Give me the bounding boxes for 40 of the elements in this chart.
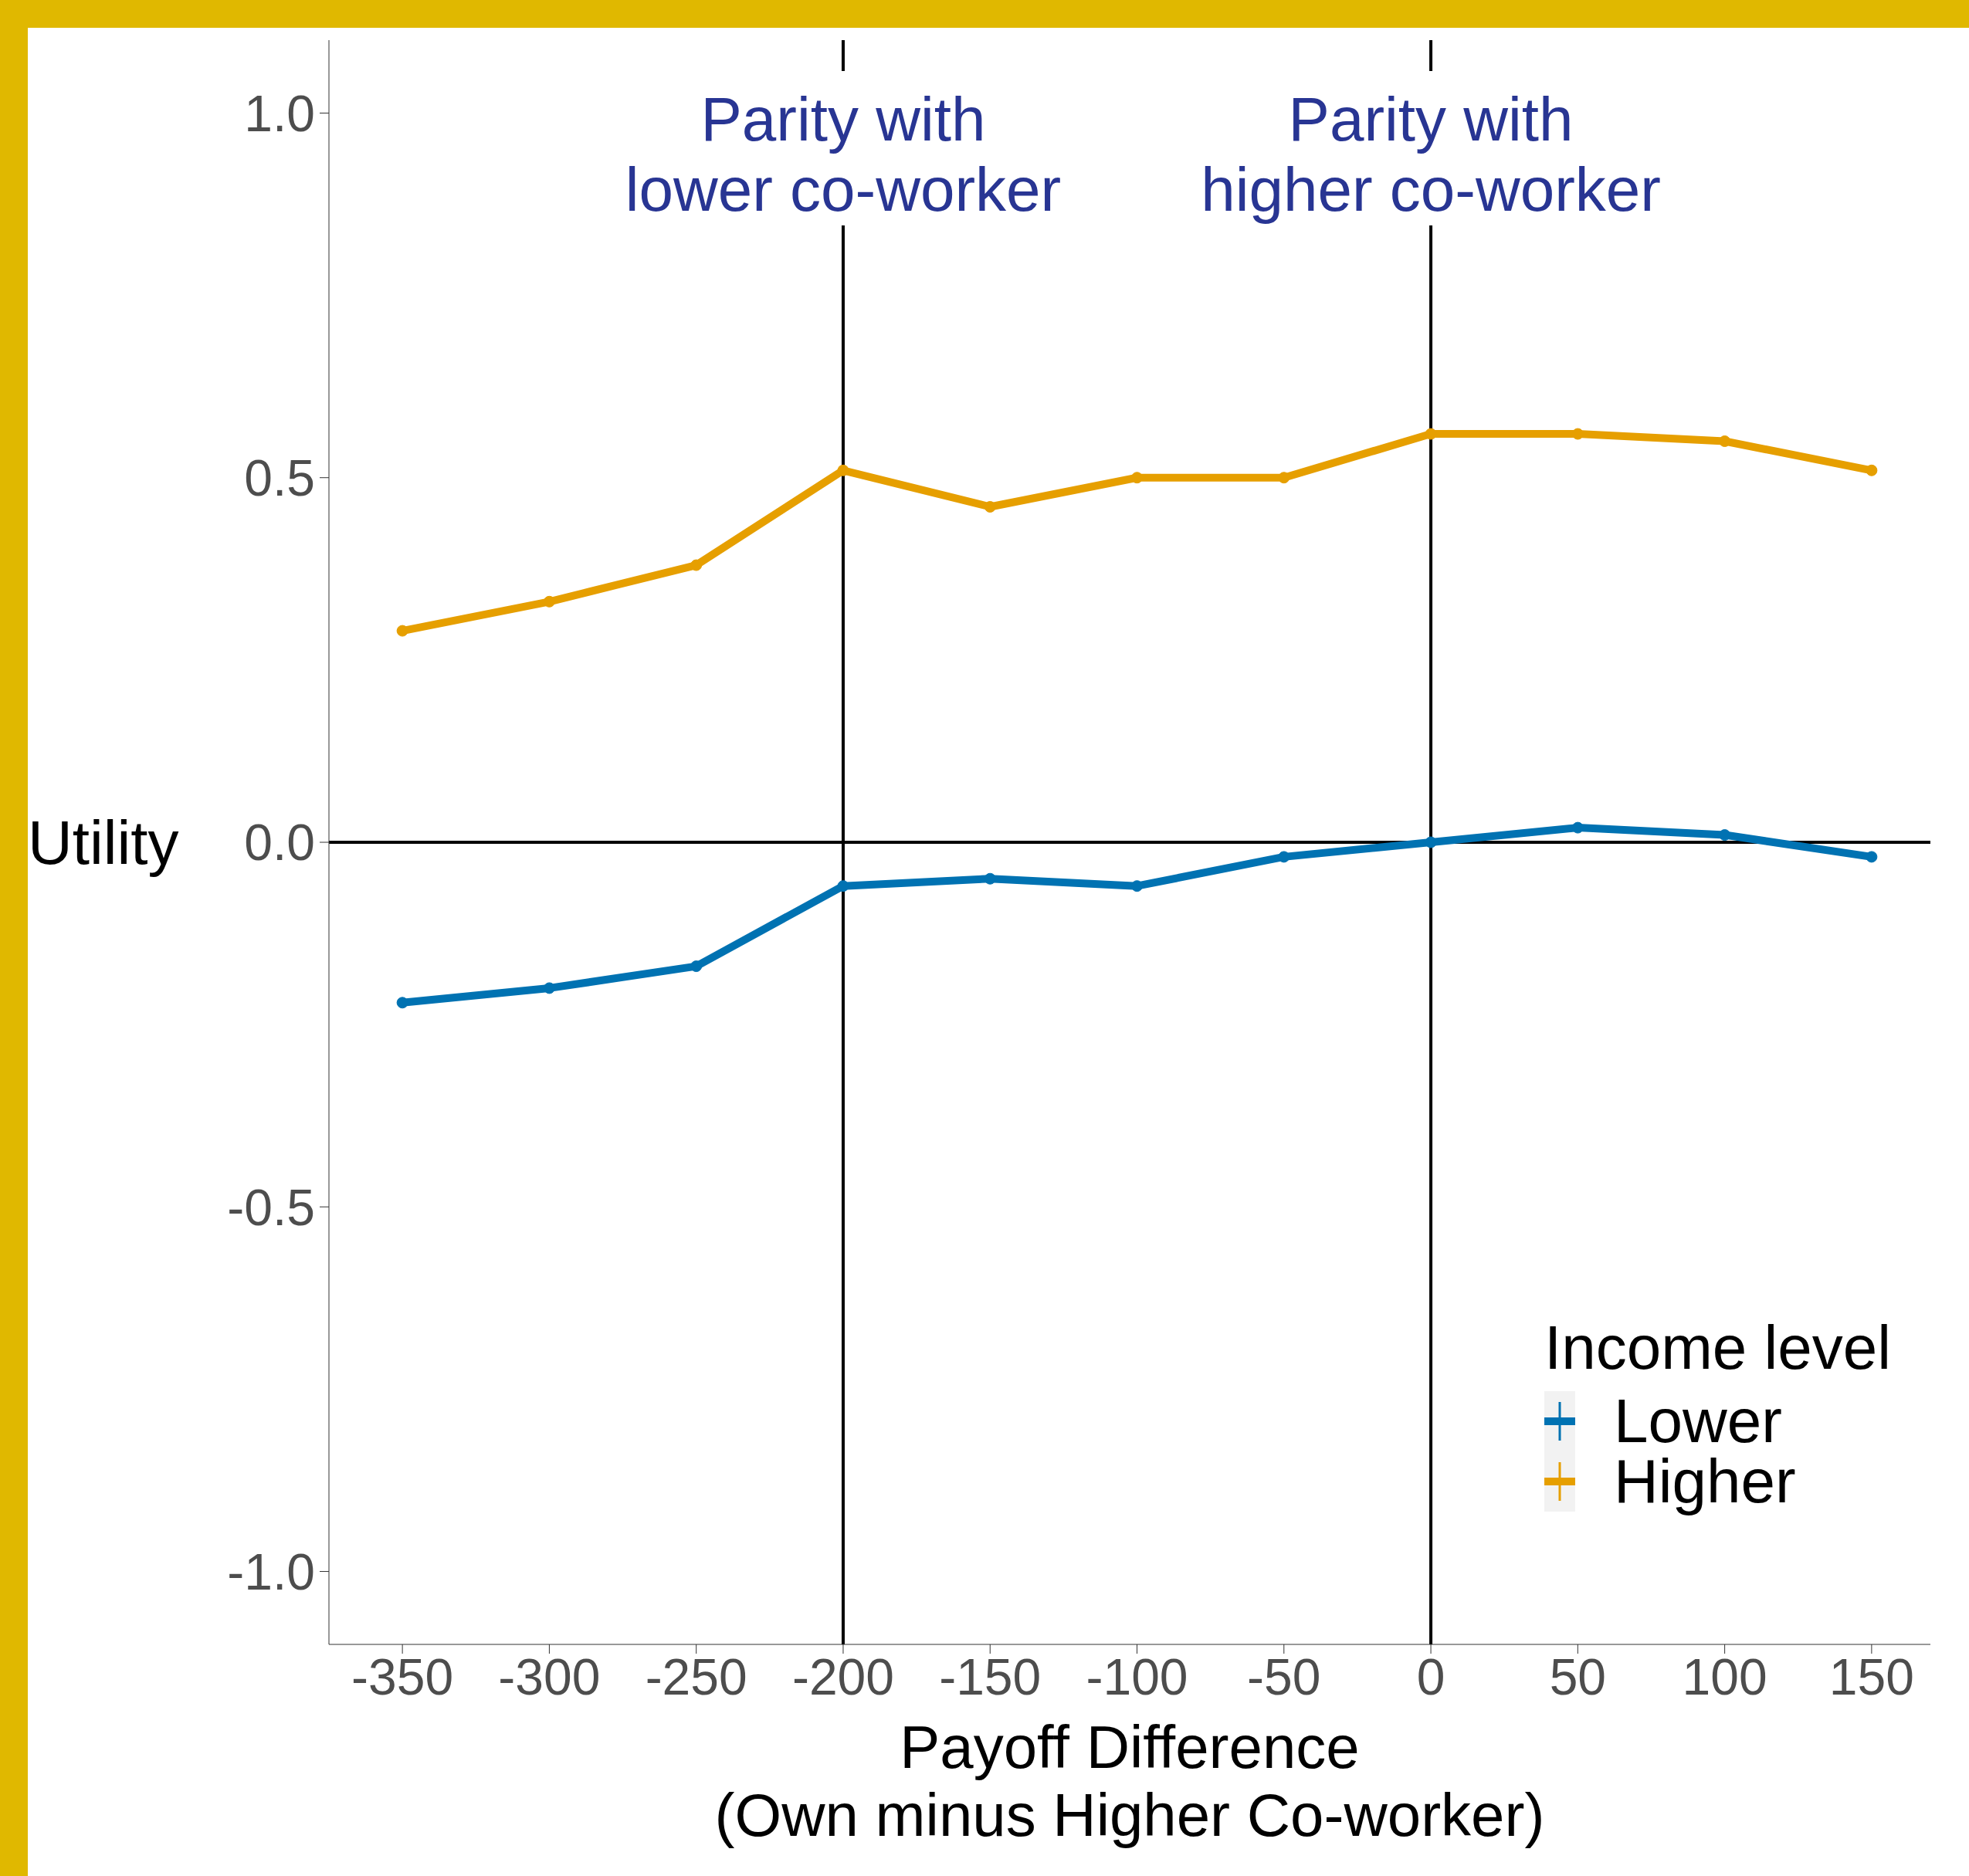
x-tick-label: 0	[1416, 1647, 1445, 1705]
x-tick-label: -50	[1247, 1647, 1321, 1705]
point	[396, 625, 408, 637]
y-tick-label: 1.0	[244, 84, 315, 142]
point	[1866, 464, 1878, 476]
y-tick-label: -1.0	[227, 1542, 315, 1600]
point	[1278, 851, 1290, 863]
point	[543, 982, 555, 994]
point	[690, 559, 703, 571]
x-tick-label: 100	[1682, 1647, 1767, 1705]
point	[1278, 472, 1290, 484]
point	[837, 880, 849, 892]
legend-title: Income level	[1544, 1312, 1892, 1383]
point	[690, 960, 703, 973]
point	[1719, 435, 1731, 447]
point	[1425, 836, 1437, 848]
x-tick-label: 50	[1549, 1647, 1607, 1705]
ref-line-label: Parity with lower co-worker	[625, 85, 1062, 224]
x-tick-label: -250	[645, 1647, 747, 1705]
ref-line-label: Parity with higher co-worker	[1201, 85, 1661, 224]
point	[984, 872, 996, 885]
x-tick-label: 150	[1828, 1647, 1914, 1705]
x-tick-label: -350	[351, 1647, 454, 1705]
y-tick-label: -0.5	[227, 1178, 315, 1236]
x-tick-label: -200	[791, 1647, 895, 1705]
x-axis-title: Payoff Difference (Own minus Higher Co-worker)	[714, 1713, 1545, 1849]
point	[1866, 851, 1878, 863]
y-tick-label: 0.5	[244, 449, 315, 507]
point	[1131, 880, 1144, 892]
point	[543, 595, 555, 608]
point	[1571, 821, 1584, 834]
x-tick-label: -300	[498, 1647, 601, 1705]
x-tick-label: -100	[1086, 1647, 1188, 1705]
point	[837, 464, 849, 476]
point	[1719, 829, 1731, 841]
y-axis-title: Utility	[28, 808, 179, 877]
x-tick-label: -150	[939, 1647, 1042, 1705]
point	[984, 501, 996, 513]
point	[396, 997, 408, 1009]
y-tick-label: 0.0	[244, 814, 315, 872]
